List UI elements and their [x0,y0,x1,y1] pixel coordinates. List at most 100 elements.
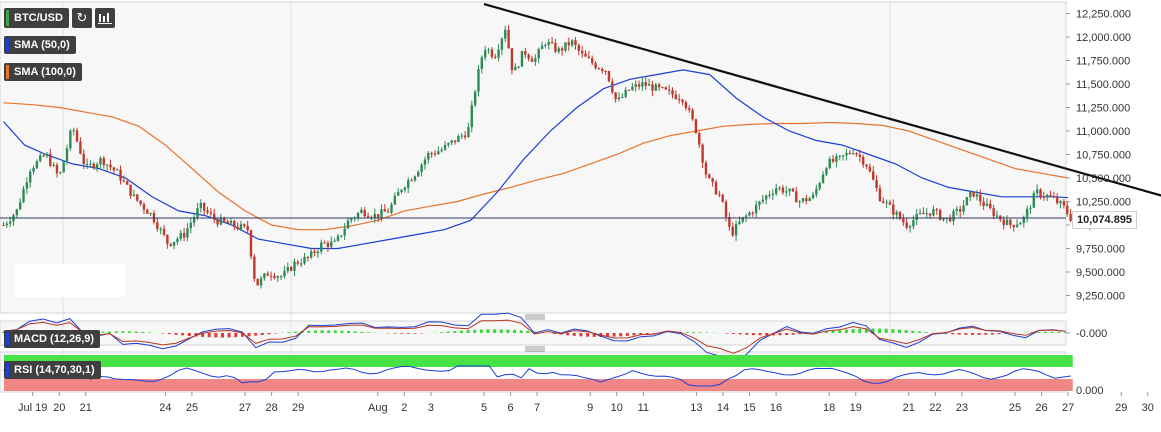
candle-down [698,133,700,145]
candle-up [69,131,71,149]
x-tick-label: 11 [638,402,649,414]
candle-down [253,257,255,279]
macd-histogram-bar [208,333,211,337]
x-tick-label: 5 [481,402,487,414]
macd-legend[interactable]: MACD (12,26,9) [4,330,100,348]
macd-histogram-bar [579,333,582,336]
macd-histogram-bar [905,330,908,333]
candle-up [835,156,837,162]
x-tick-label: 7 [534,402,540,414]
candle-down [56,165,58,173]
candle-down [872,171,874,179]
candle-down [711,178,713,182]
candle-up [1016,225,1018,227]
candle-up [845,153,847,155]
macd-histogram-bar [1044,332,1047,333]
candle-down [614,92,616,99]
candle-up [159,229,161,230]
macd-histogram-bar [175,333,178,335]
candle-up [504,30,506,39]
candle-up [748,213,750,216]
rsi-legend[interactable]: RSI (14,70,30,1) [4,361,101,379]
y-tick-label: 12,250.000 [1076,9,1131,21]
candle-down [243,224,245,226]
y-tick-label: 12,000.000 [1076,32,1131,44]
candle-down [992,208,994,216]
candle-down [256,279,258,286]
macd-histogram-bar [460,331,463,333]
candle-up [186,228,188,237]
candle-down [170,244,172,246]
candle-down [2,225,4,226]
candle-up [96,164,98,168]
macd-histogram-bar [314,330,317,333]
macd-histogram-bar [234,333,237,337]
candle-down [367,216,369,217]
sma100-text: SMA (100,0) [14,66,76,78]
x-tick-label: 28 [265,402,277,414]
candle-down [119,170,121,181]
candle-up [26,182,28,188]
candles-button[interactable] [95,8,115,28]
macd-histogram-bar [354,331,357,333]
candle-down [721,195,723,202]
candle-up [548,42,550,45]
candle-down [879,188,881,201]
candle-down [1053,196,1055,197]
x-tick-label: 3 [428,402,434,414]
candle-down [491,50,493,57]
candle-up [106,165,108,166]
candle-down [273,276,275,278]
macd-histogram-bar [228,333,231,337]
y-tick-label: 10,500.000 [1076,173,1131,185]
candle-up [317,251,319,253]
macd-histogram-bar [294,332,297,333]
candle-down [1002,220,1004,225]
candle-down [832,159,834,162]
refresh-button[interactable]: ↻ [72,8,92,28]
candle-up [451,140,453,143]
candle-down [594,63,596,68]
macd-histogram-bar [413,333,416,334]
macd-histogram-bar [447,332,450,333]
candle-down [889,202,891,204]
candle-down [905,223,907,228]
candle-down [1039,189,1041,196]
candle-down [203,203,205,211]
y-tick-label: 9,250.000 [1076,291,1125,303]
x-tick-label: 20 [53,402,65,414]
candle-down [732,227,734,236]
candle-up [501,39,503,50]
macd-histogram-bar [613,333,616,337]
macd-histogram-bar [978,333,981,335]
candle-up [86,164,88,165]
candle-down [327,243,329,247]
x-tick-label: 22 [929,402,941,414]
symbol-label[interactable]: BTC/USD [4,8,69,28]
sma50-legend[interactable]: SMA (50,0) [4,36,76,54]
x-tick-label: 27 [1062,402,1074,414]
sma50-swatch [6,38,9,52]
candle-up [618,98,620,100]
macd-histogram-bar [619,333,622,336]
macd-histogram-bar [467,330,470,333]
candle-up [798,201,800,202]
candle-down [805,198,807,201]
macd-histogram-bar [115,331,118,333]
candle-down [685,102,687,108]
sma100-legend[interactable]: SMA (100,0) [4,63,82,81]
candle-down [581,51,583,54]
candle-up [400,190,402,192]
candle-down [250,230,252,256]
candle-down [246,226,248,230]
candle-up [427,153,429,159]
macd-histogram-bar [686,332,689,333]
macd-histogram-bar [128,331,131,333]
candle-down [611,81,613,92]
macd-histogram-bar [898,330,901,333]
main-panel-bg [0,2,1066,313]
candle-up [808,198,810,201]
macd-histogram-bar [267,333,270,334]
candle-up [839,156,841,157]
